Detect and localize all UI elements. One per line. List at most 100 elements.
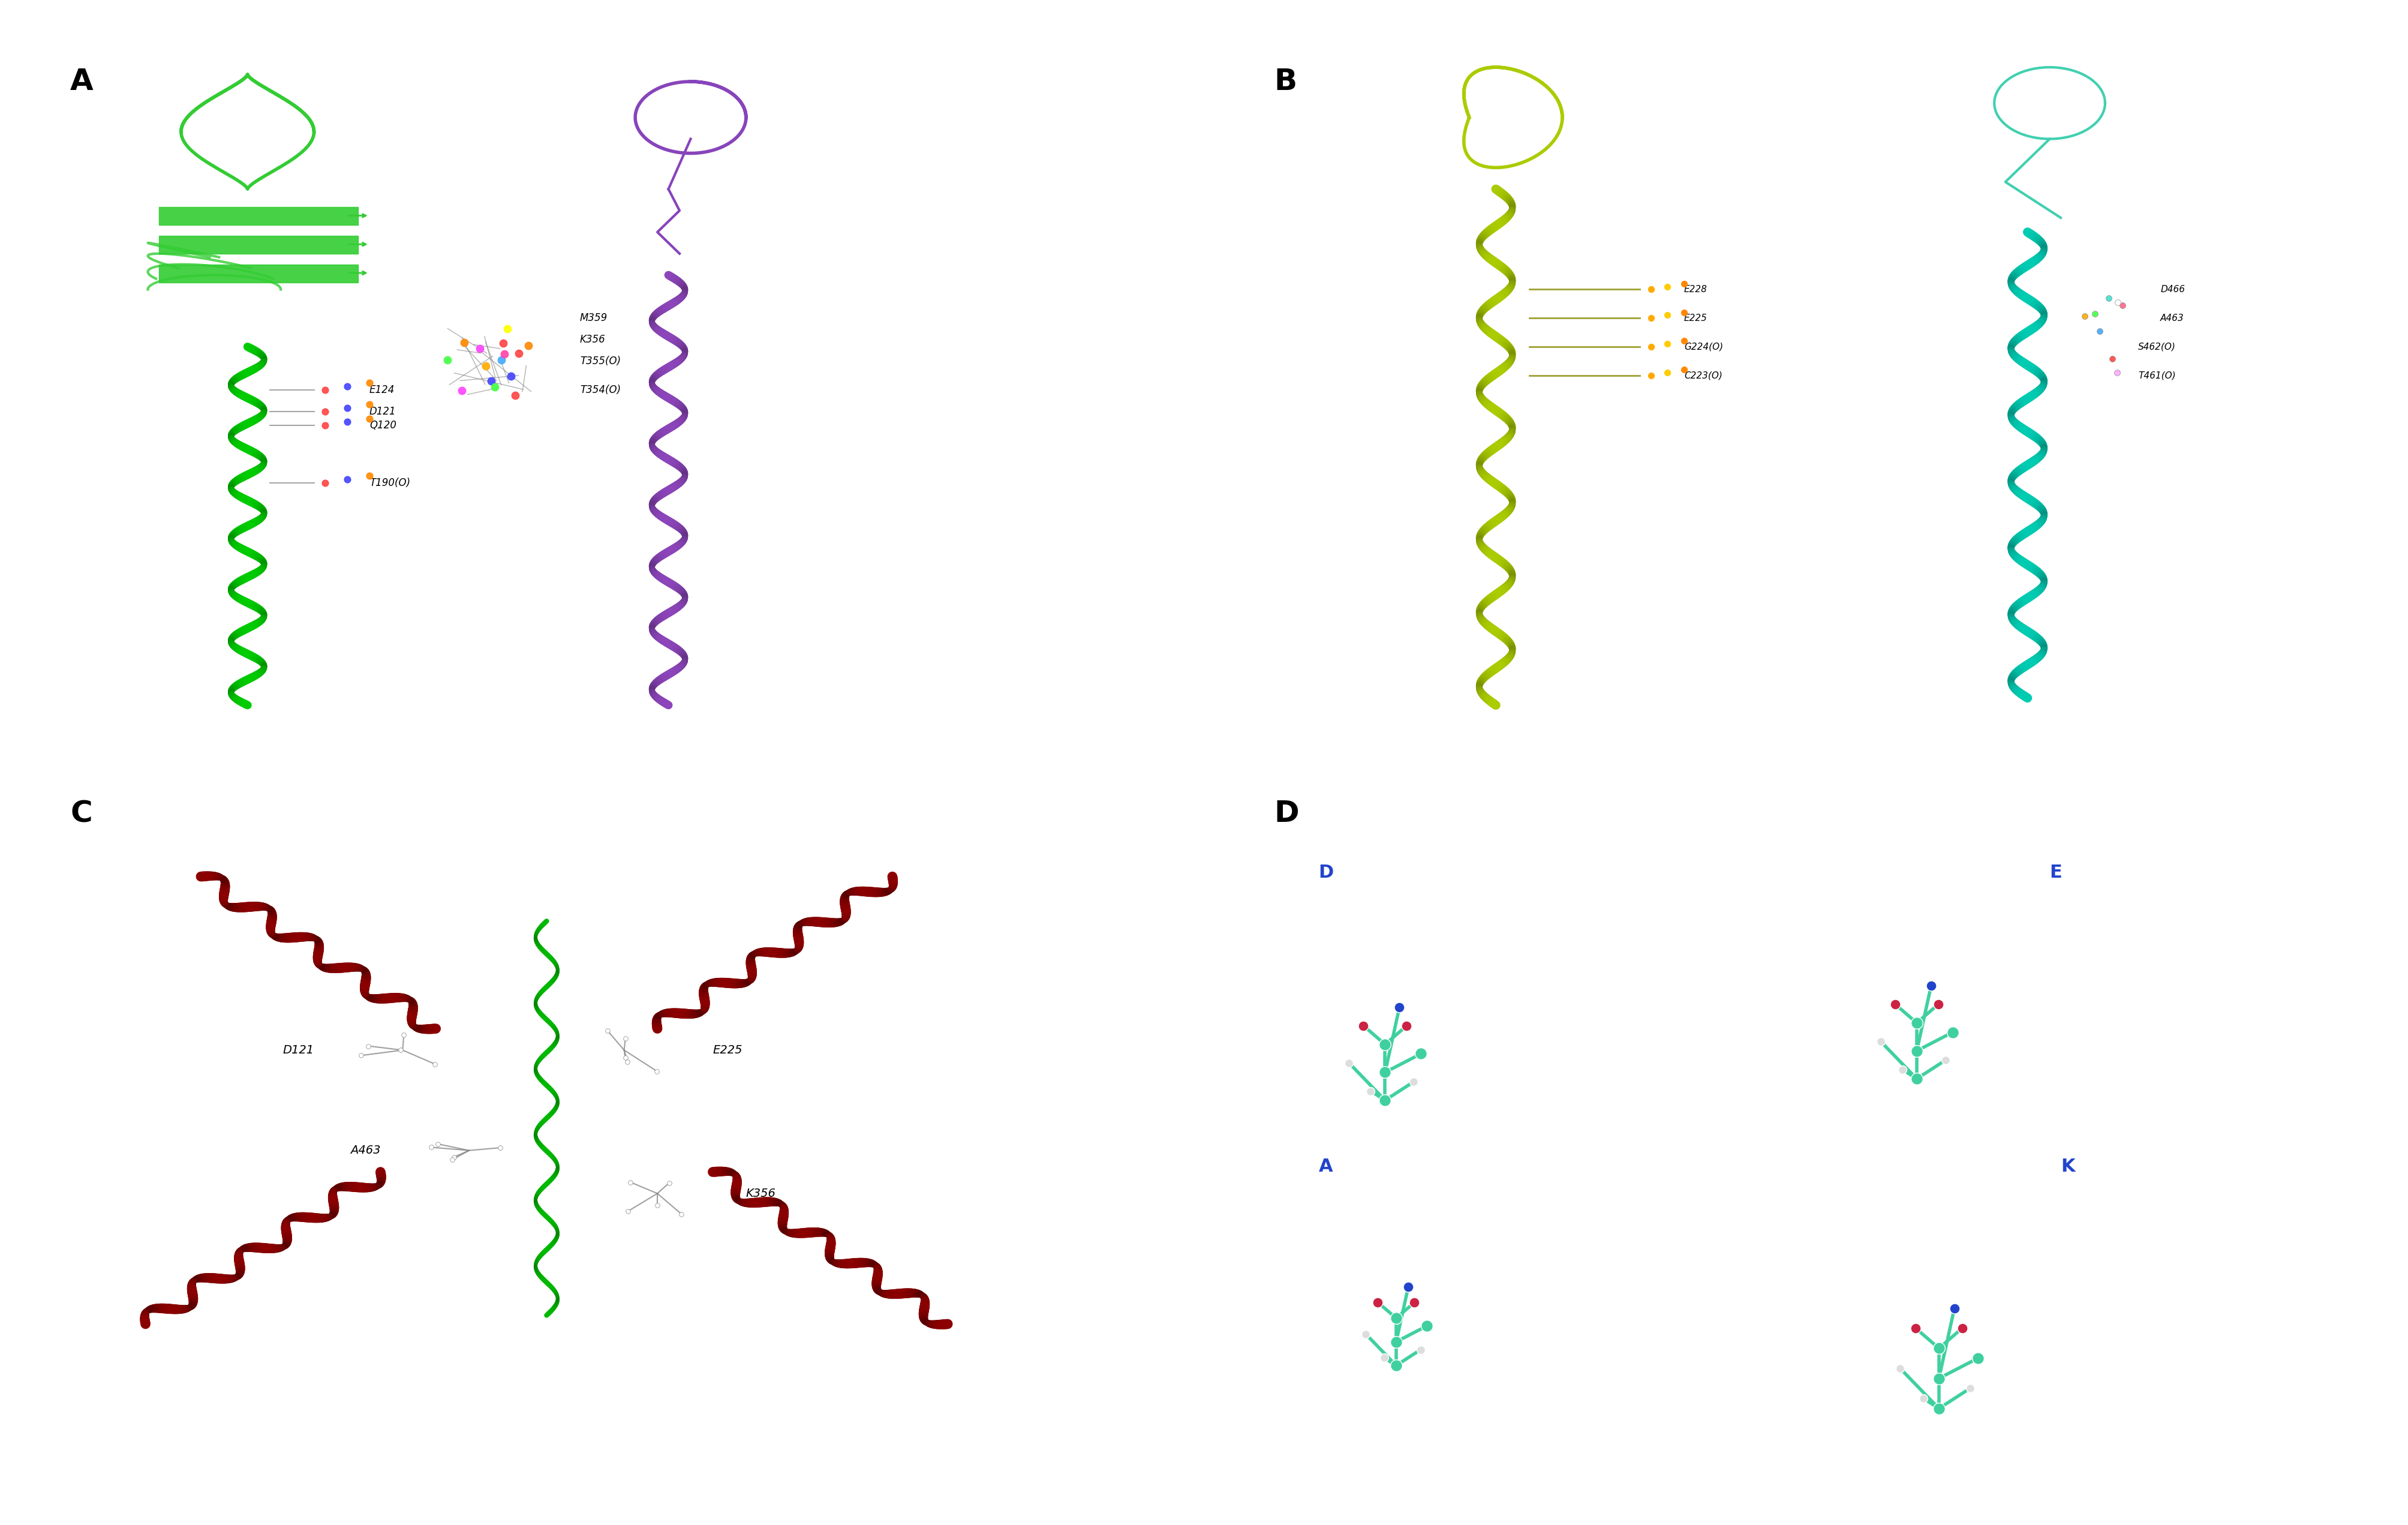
Point <box>1358 1290 1397 1315</box>
Point <box>1389 1275 1428 1299</box>
Point <box>1346 1322 1385 1347</box>
Text: S462(O): S462(O) <box>2138 342 2177 351</box>
Point <box>1883 1057 1922 1081</box>
Point <box>1377 1353 1416 1377</box>
Point <box>588 1019 626 1043</box>
Point <box>1898 1011 1936 1035</box>
Point <box>2081 319 2119 343</box>
Point <box>349 406 388 430</box>
Point <box>1898 1066 1936 1090</box>
Point <box>306 413 344 438</box>
Text: T190(O): T190(O) <box>368 477 409 488</box>
Point <box>1647 303 1686 328</box>
Point <box>1926 1048 1965 1072</box>
Point <box>1406 1315 1445 1339</box>
Point <box>1912 973 1950 997</box>
Point <box>467 354 506 378</box>
Point <box>327 395 366 419</box>
Text: K356: K356 <box>746 1188 775 1199</box>
Point <box>349 371 388 395</box>
Point <box>2076 302 2114 326</box>
Point <box>1365 1060 1404 1084</box>
Point <box>412 1135 450 1159</box>
Point <box>496 383 535 407</box>
Text: E: E <box>2049 863 2061 881</box>
Point <box>306 378 344 403</box>
Point <box>419 1132 458 1156</box>
Point <box>472 369 510 393</box>
Point <box>349 1034 388 1058</box>
Text: A: A <box>70 67 94 96</box>
Point <box>501 342 539 366</box>
Text: D: D <box>1274 799 1300 828</box>
Point <box>1633 307 1671 331</box>
Point <box>417 1052 455 1077</box>
Point <box>2097 290 2136 314</box>
Point <box>1919 1336 1958 1360</box>
Point <box>508 334 547 358</box>
Point <box>1881 1356 1919 1380</box>
Point <box>1934 1020 1972 1045</box>
Point <box>1919 1397 1958 1421</box>
Text: A463: A463 <box>2160 314 2184 323</box>
Point <box>1876 993 1914 1017</box>
Point <box>1861 1029 1900 1054</box>
Point <box>609 1199 648 1223</box>
Point <box>445 331 484 355</box>
Point <box>2090 287 2129 311</box>
Text: K: K <box>2061 1157 2076 1176</box>
Point <box>607 1046 645 1071</box>
Point <box>607 1026 645 1051</box>
Text: E225: E225 <box>713 1045 742 1055</box>
Point <box>1380 994 1418 1019</box>
Point <box>349 392 388 416</box>
Point <box>1633 334 1671 358</box>
Point <box>609 1049 648 1074</box>
Text: C: C <box>70 799 92 828</box>
Point <box>1647 274 1686 299</box>
Point <box>1664 329 1702 354</box>
Point <box>1329 1051 1368 1075</box>
Point <box>349 464 388 488</box>
Point <box>1664 300 1702 325</box>
Point <box>1898 1316 1936 1340</box>
Point <box>1633 363 1671 387</box>
Point <box>1365 1345 1404 1369</box>
Point <box>1647 360 1686 384</box>
Point <box>1919 1366 1958 1391</box>
Point <box>1401 1337 1440 1362</box>
Point <box>1377 1305 1416 1330</box>
Point <box>484 331 523 355</box>
Point <box>1936 1296 1975 1321</box>
Point <box>1344 1014 1382 1039</box>
Point <box>433 1145 472 1170</box>
Point <box>2102 293 2141 317</box>
Text: E124: E124 <box>368 384 395 395</box>
Point <box>1664 271 1702 296</box>
Point <box>1365 1089 1404 1113</box>
Point <box>1401 1042 1440 1066</box>
Text: T461(O): T461(O) <box>2138 371 2177 380</box>
Point <box>477 375 515 400</box>
Point <box>443 378 482 403</box>
Point <box>342 1043 380 1068</box>
Text: G224(O): G224(O) <box>1683 342 1724 351</box>
Point <box>638 1058 677 1083</box>
Point <box>306 471 344 496</box>
Point <box>429 348 467 372</box>
Text: D: D <box>1320 863 1334 881</box>
Point <box>489 316 527 340</box>
Point <box>1633 278 1671 302</box>
Text: K356: K356 <box>580 334 604 345</box>
Point <box>385 1023 424 1048</box>
Point <box>612 1170 650 1194</box>
Text: D121: D121 <box>368 406 397 416</box>
Point <box>327 374 366 398</box>
Text: D121: D121 <box>282 1045 313 1055</box>
Point <box>1919 993 1958 1017</box>
Point <box>486 342 525 366</box>
Text: E225: E225 <box>1683 314 1707 323</box>
Point <box>1898 1039 1936 1063</box>
Point <box>433 1147 472 1171</box>
Point <box>306 400 344 424</box>
